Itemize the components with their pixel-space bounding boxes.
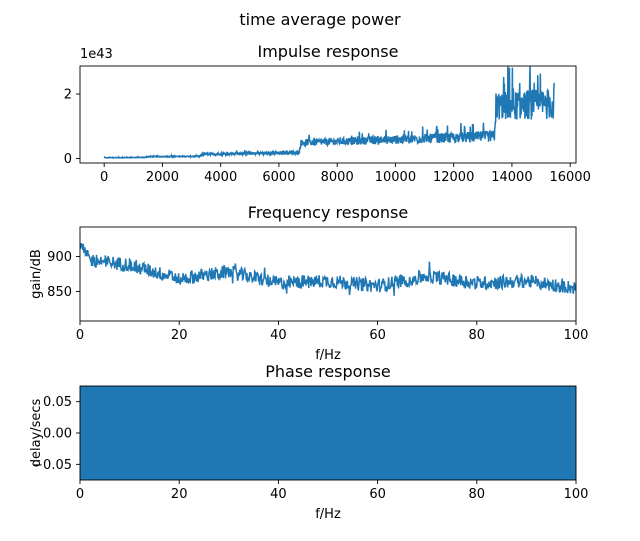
x-tick-label: 80	[469, 487, 486, 502]
x-tick-label: 10000	[375, 170, 416, 185]
x-tick-label: 8000	[321, 170, 354, 185]
x-tick-label: 2000	[146, 170, 179, 185]
y-tick-label: 900	[47, 250, 72, 265]
panel-title: Phase response	[265, 362, 391, 381]
frequency-response-line	[80, 243, 576, 296]
x-tick-label: 40	[270, 328, 287, 343]
phase-response-fill	[80, 386, 576, 480]
x-tick-label: 16000	[549, 170, 590, 185]
y-axis-label: delay/secs	[29, 398, 44, 467]
impulse-response-line	[103, 66, 555, 160]
x-axis-label: f/Hz	[315, 507, 341, 522]
axes-frame	[79, 226, 577, 322]
x-tick-label: 60	[369, 487, 386, 502]
x-tick-label: 80	[469, 328, 486, 343]
y-tick-label: 0.00	[43, 427, 72, 442]
panel-title: Frequency response	[248, 203, 408, 222]
x-tick-label: 0	[100, 170, 108, 185]
x-axis-label: f/Hz	[315, 348, 341, 363]
x-tick-label: 0	[76, 487, 84, 502]
y-tick-label: −0.05	[32, 458, 72, 473]
x-tick-label: 100	[564, 328, 589, 343]
panel-title: Impulse response	[258, 42, 399, 61]
y-tick-label: 850	[47, 285, 72, 300]
x-tick-label: 14000	[491, 170, 532, 185]
x-tick-label: 60	[369, 328, 386, 343]
y-offset-text: 1e43	[80, 47, 113, 62]
x-tick-label: 20	[171, 328, 188, 343]
y-tick-label: 2	[64, 88, 72, 103]
x-tick-label: 20	[171, 487, 188, 502]
figure-suptitle: time average power	[239, 10, 401, 29]
panel-2: 0 20 40 60 80 100 850 900 Frequency response f/Hz…	[29, 203, 588, 363]
x-tick-label: 0	[76, 328, 84, 343]
panel-3: 0 20 40 60 80 100 0.05 0.00 −0.05 Phase response f…	[29, 362, 588, 522]
y-tick-label: 0.05	[43, 395, 72, 410]
x-tick-label: 4000	[204, 170, 237, 185]
y-axis-label: gain/dB	[29, 249, 44, 299]
panel-1: 0 2000 4000 6000 8000 10000 12000 14000 16000 0 2 I…	[64, 42, 591, 185]
axes-frame	[79, 65, 577, 164]
x-tick-label: 40	[270, 487, 287, 502]
x-tick-label: 100	[564, 487, 589, 502]
y-tick-label: 0	[64, 152, 72, 167]
x-tick-label: 6000	[262, 170, 295, 185]
x-tick-label: 12000	[433, 170, 474, 185]
